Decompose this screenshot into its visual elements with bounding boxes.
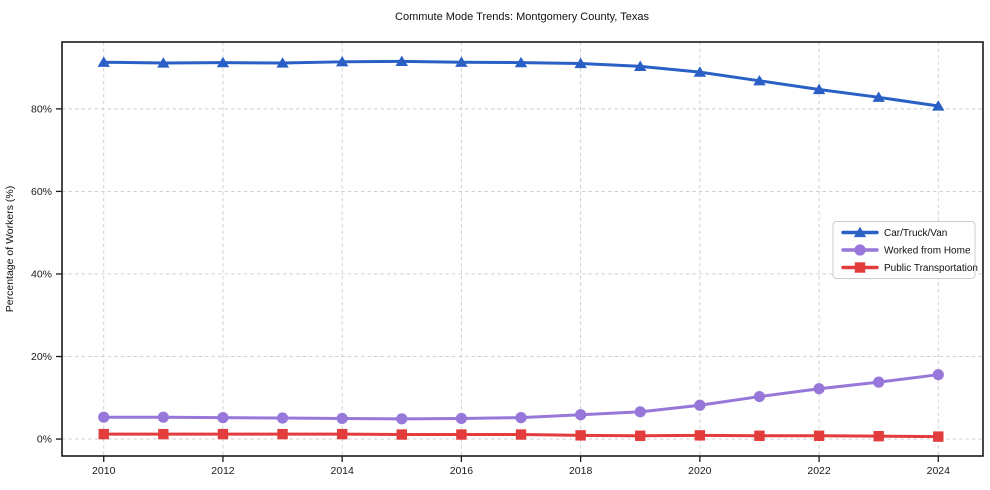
data-point-marker <box>754 430 765 441</box>
data-point-marker <box>157 411 169 423</box>
data-point-marker <box>336 412 348 425</box>
series-public-transportation <box>98 428 944 442</box>
legend-label: Public Transportation <box>884 263 978 274</box>
data-point-marker <box>396 429 407 440</box>
data-point-marker <box>753 390 766 403</box>
legend-item-car-truck-van: Car/Truck/Van <box>841 226 947 239</box>
y-axis-label: Percentage of Workers (%) <box>4 186 16 312</box>
legend-label: Car/Truck/Van <box>884 228 947 239</box>
data-point-marker <box>932 100 945 111</box>
data-point-marker <box>515 412 527 424</box>
data-point-marker <box>933 431 944 442</box>
data-point-marker <box>216 56 230 68</box>
y-tick-label: 40% <box>31 268 52 280</box>
data-point-marker <box>574 57 587 69</box>
data-point-marker <box>97 56 110 67</box>
data-point-marker <box>812 83 826 95</box>
legend-item-worked-from-home: Worked from Home <box>841 244 971 257</box>
y-tick-label: 20% <box>31 351 52 363</box>
data-point-marker <box>335 56 349 67</box>
data-point-marker <box>456 429 467 440</box>
data-point-marker <box>575 430 586 441</box>
data-point-marker <box>157 57 170 68</box>
x-tick-label: 2020 <box>688 465 712 477</box>
x-tick-label: 2012 <box>211 465 235 477</box>
data-point-marker <box>575 409 587 421</box>
x-tick-label: 2022 <box>807 465 831 477</box>
data-point-marker <box>396 413 408 425</box>
data-point-marker <box>277 428 288 440</box>
data-point-marker <box>694 430 706 441</box>
data-point-marker <box>634 60 647 71</box>
data-point-marker <box>932 369 944 381</box>
x-tick-label: 2018 <box>569 465 593 477</box>
legend: Car/Truck/Van Worked from Home Public Tran… <box>832 221 978 279</box>
data-point-marker <box>158 428 169 440</box>
data-point-marker <box>98 428 109 440</box>
data-point-marker <box>873 376 885 388</box>
y-tick-label: 60% <box>31 186 52 198</box>
data-series <box>97 55 945 442</box>
data-point-marker <box>217 428 229 440</box>
legend-box <box>832 221 976 279</box>
data-point-marker <box>395 55 408 66</box>
chart-title: Commute Mode Trends: Montgomery County, … <box>395 11 649 23</box>
axes: 0% 20% 40% 60% 80% 2010 2012 2014 2016 2018 2020 20… <box>31 41 984 477</box>
x-tick-label: 2016 <box>450 465 474 477</box>
data-point-marker <box>635 430 646 441</box>
series-car-truck-van <box>97 55 945 111</box>
legend-label: Worked from Home <box>884 246 971 257</box>
data-point-marker <box>455 412 467 425</box>
data-point-marker <box>336 428 348 440</box>
data-point-marker <box>515 429 527 440</box>
x-tick-label: 2010 <box>92 465 116 477</box>
series-line-car-truck-van <box>102 59 940 108</box>
data-point-marker <box>693 66 707 77</box>
x-tick-label: 2024 <box>927 465 951 477</box>
data-point-marker <box>873 430 884 442</box>
data-point-marker <box>872 91 885 102</box>
data-point-marker <box>634 406 646 418</box>
legend-marker-triangle <box>853 226 867 238</box>
data-point-marker <box>455 56 468 67</box>
legend-item-public-transportation: Public Transportation <box>841 262 978 274</box>
y-tick-label: 0% <box>37 434 52 446</box>
data-point-marker <box>276 412 289 424</box>
data-point-marker <box>694 399 706 411</box>
y-tick-label: 80% <box>31 103 52 115</box>
data-point-marker <box>98 411 110 423</box>
data-point-marker <box>813 430 825 441</box>
data-point-marker <box>753 74 766 86</box>
data-point-marker <box>276 57 289 68</box>
legend-marker-circle <box>854 244 866 256</box>
data-point-marker <box>813 383 825 395</box>
series-worked-from-home <box>98 369 944 425</box>
data-point-marker <box>217 412 229 424</box>
x-tick-label: 2014 <box>330 465 354 477</box>
plot-border <box>61 41 984 457</box>
legend-marker-square <box>854 262 866 273</box>
data-point-marker <box>514 56 528 68</box>
